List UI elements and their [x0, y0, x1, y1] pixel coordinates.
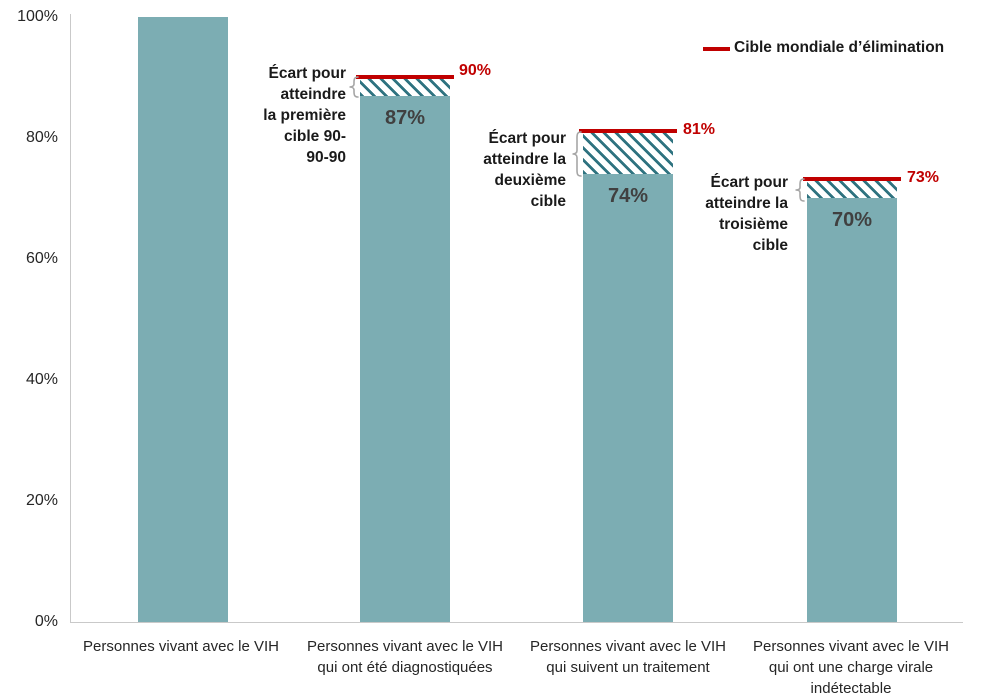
y-axis-tick-label: 0%	[34, 613, 58, 630]
x-axis-label-1: Personnes vivant avec le VIH	[83, 638, 279, 655]
y-axis-tick-label: 100%	[17, 8, 58, 25]
target-label-73: 73%	[907, 169, 940, 186]
gap-brace-icon	[572, 131, 582, 177]
y-axis-tick-label: 20%	[25, 492, 58, 509]
y-axis-tick-label: 80%	[25, 129, 58, 146]
x-axis-line	[70, 622, 963, 623]
target-label-81: 81%	[683, 121, 716, 138]
gap-note-first-target: Écart pour atteindre la première cible 9…	[263, 65, 346, 166]
y-axis-line	[70, 14, 71, 622]
y-axis-tick-label: 40%	[25, 371, 58, 388]
gap-hatch-third-target	[807, 181, 897, 198]
target-line-73	[803, 177, 901, 181]
value-label-70: 70%	[831, 209, 873, 231]
gap-note-third-target: Écart pour atteindre la troisième cible	[705, 174, 788, 254]
value-label-87: 87%	[384, 107, 426, 129]
bar-traitement	[583, 174, 673, 622]
legend-line-marker-icon	[703, 47, 730, 51]
target-label-90: 90%	[459, 62, 492, 79]
x-axis-label-4: Personnes vivant avec le VIH qui ont une…	[753, 638, 949, 697]
gap-note-second-target: Écart pour atteindre la deuxième cible	[483, 130, 566, 210]
x-axis-label-2: Personnes vivant avec le VIH qui ont été…	[307, 638, 503, 676]
gap-hatch-first-target	[360, 79, 450, 96]
value-label-74: 74%	[607, 185, 649, 207]
legend-label: Cible mondiale d’élimination	[734, 39, 945, 56]
y-axis-tick-label: 60%	[25, 250, 58, 267]
target-line-81	[579, 129, 677, 133]
gap-brace-icon	[795, 178, 805, 202]
bar-diagnostiquees	[360, 96, 450, 622]
bar-charge-virale-indetectable	[807, 198, 897, 622]
gap-hatch-second-target	[583, 133, 673, 174]
target-line-90	[356, 75, 454, 79]
gap-brace-icon	[349, 76, 359, 98]
x-axis-label-3: Personnes vivant avec le VIH qui suivent…	[530, 638, 726, 676]
bar-personnes-vivant-avec-vih	[138, 17, 228, 622]
